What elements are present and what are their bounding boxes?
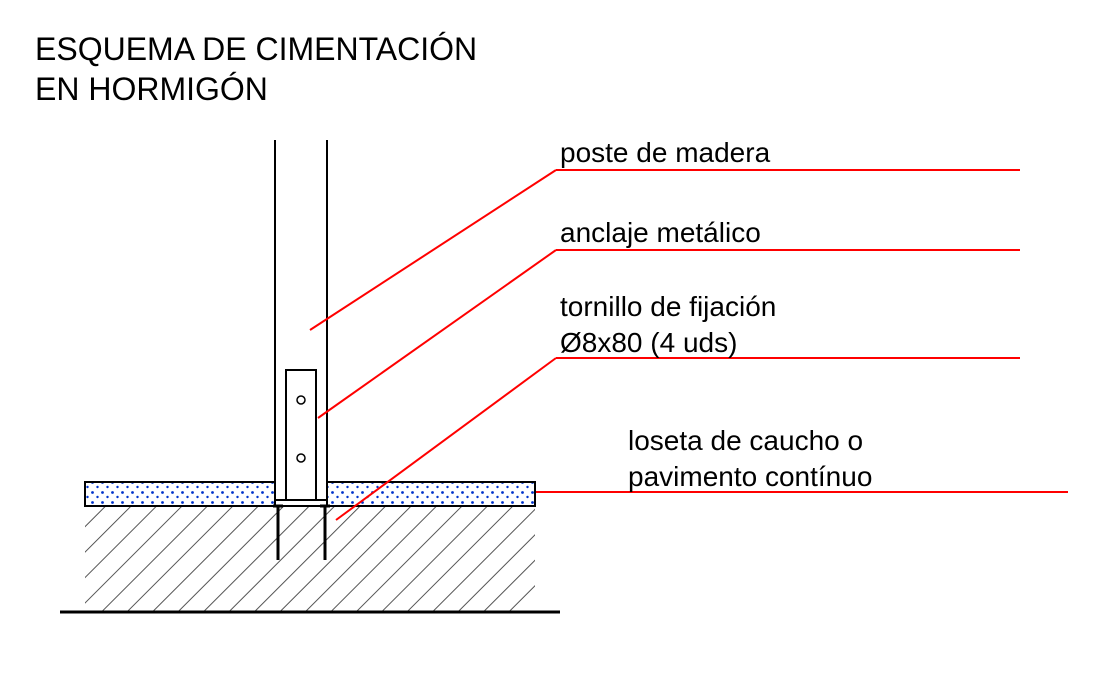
- label-text-loseta-l1: pavimento contínuo: [628, 461, 872, 492]
- label-text-tornillo-l0: tornillo de fijación: [560, 291, 776, 322]
- label-text-tornillo-l1: Ø8x80 (4 uds): [560, 327, 737, 358]
- metal-bracket: [286, 370, 316, 500]
- rubber-layer-left: [85, 482, 275, 506]
- label-text-poste-l0: poste de madera: [560, 137, 771, 168]
- label-text-anclaje-l0: anclaje metálico: [560, 217, 761, 248]
- label-text-loseta-l0: loseta de caucho o: [628, 425, 863, 456]
- label-leader-anclaje: [318, 250, 556, 418]
- concrete-block: [85, 506, 535, 612]
- rubber-layer-right: [327, 482, 535, 506]
- title-line-1: ESQUEMA DE CIMENTACIÓN: [35, 31, 477, 67]
- title-line-2: EN HORMIGÓN: [35, 71, 268, 107]
- label-leader-poste: [310, 170, 556, 330]
